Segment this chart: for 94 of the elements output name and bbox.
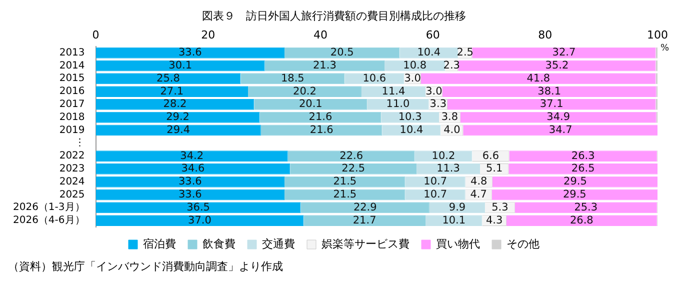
y-tick-label: 2026（4-6月） [12,215,85,226]
data-label: 26.3 [571,150,595,162]
chart-title: 図表９ 訪日外国人旅行消費額の費目別構成比の推移 [202,9,466,22]
legend-label: 交通費 [262,237,295,250]
data-label: 35.2 [545,59,569,72]
data-label: 34.6 [181,162,205,175]
data-label: 10.7 [424,176,448,188]
data-label: 21.7 [352,214,376,226]
data-label: 26.5 [571,162,595,175]
data-label: 4.7 [470,188,487,200]
data-label: 25.3 [574,201,598,214]
data-label: 29.5 [564,176,587,188]
x-axis-title: % [660,44,670,54]
y-tick-label: ⋮ [74,138,85,149]
data-label: 10.1 [442,214,466,226]
data-label: 37.0 [188,214,212,226]
x-tick-label: 20 [201,28,216,42]
y-tick-label: 2017 [59,99,85,110]
data-label: 10.4 [400,124,424,136]
data-label: 21.6 [308,111,332,124]
y-tick-label: 2025 [59,189,85,200]
data-label: 10.2 [432,150,456,162]
data-label: 27.1 [160,85,184,98]
data-label: 22.9 [353,201,377,214]
legend-label: その他 [506,237,540,250]
data-label: 4.3 [486,214,503,226]
legend-label: 買い物代 [436,237,480,250]
data-label: 3.0 [404,72,421,84]
data-label: 22.6 [340,150,364,162]
data-label: 3.8 [441,111,458,124]
data-label: 34.7 [548,124,572,136]
legend-label: 宿泊費 [143,237,176,250]
data-label: 30.1 [168,59,192,72]
data-label: 11.0 [386,98,410,110]
data-label: 20.1 [298,98,322,110]
data-label: 25.8 [156,72,180,84]
data-label: 2.3 [443,59,460,72]
data-label: 10.8 [403,59,427,72]
data-label: 10.7 [424,188,448,200]
x-tick-label: 80 [538,28,552,42]
data-label: 26.8 [570,214,594,226]
y-tick-label: 2019 [59,124,85,136]
y-tick-label: 2022 [59,150,85,162]
data-label: 18.5 [280,72,304,84]
data-label: 10.3 [398,111,422,124]
data-label: 29.2 [166,111,190,124]
data-label: 4.8 [470,176,488,188]
legend-label: 飲食費 [202,237,236,250]
data-label: 28.2 [163,98,187,110]
data-label: 37.1 [540,98,564,110]
y-tick-label: 2023 [59,164,85,175]
x-tick-label: 0 [92,28,100,42]
data-label: 21.5 [333,176,357,188]
data-label: 21.6 [310,124,334,136]
legend-label: 娯楽等サービス費 [322,237,410,250]
data-label: 2.5 [456,46,474,59]
data-label: 33.6 [178,176,202,188]
data-label: 21.3 [312,59,336,72]
data-label: 4.0 [444,124,460,136]
data-label: 21.5 [333,188,357,200]
data-label: 10.6 [362,72,386,84]
y-tick-label: 2026（1-3月） [12,202,85,214]
data-label: 33.6 [178,46,202,59]
data-label: 20.5 [330,46,354,59]
data-label: 3.3 [430,98,446,110]
data-label: 38.1 [538,85,562,98]
data-label: 41.8 [526,72,550,84]
y-tick-label: 2013 [59,47,85,58]
x-tick-label: 100 [647,28,668,42]
data-label: 29.4 [166,124,190,136]
data-label: 11.4 [382,85,406,98]
text: （資料）観光庁「インバウンド消費動向調査」より作成 [8,260,284,274]
x-tick-label: 40 [313,28,328,42]
x-tick-label: 60 [426,28,440,42]
data-label: 11.3 [436,162,460,175]
data-label: 32.7 [552,46,576,59]
data-label: 34.2 [180,150,204,162]
data-label: 20.2 [293,85,316,98]
data-label: 6.6 [482,150,500,162]
y-tick-label: 2024 [59,176,85,188]
data-label: 36.5 [186,201,210,214]
y-tick-label: 2016 [59,86,85,98]
data-label: 10.4 [417,46,441,59]
data-label: 5.3 [492,201,508,214]
y-tick-label: 2018 [59,112,85,123]
data-label: 29.5 [562,188,586,200]
y-tick-label: 2014 [59,60,85,72]
data-label: 3.0 [426,85,442,98]
data-label: 22.5 [342,162,366,175]
data-label: 9.9 [448,201,466,214]
data-label: 34.9 [546,111,570,124]
data-label: 5.1 [486,162,503,175]
data-label: 33.6 [178,188,202,200]
y-tick-label: 2015 [59,73,85,84]
